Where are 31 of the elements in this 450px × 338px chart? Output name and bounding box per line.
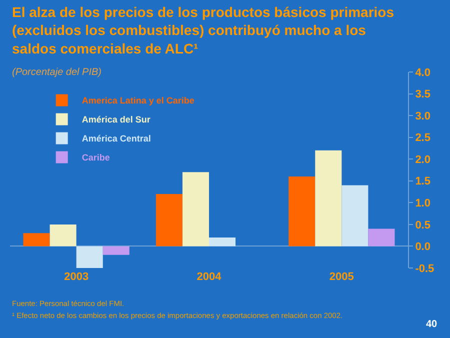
bar bbox=[23, 233, 50, 246]
legend-label: America Latina y el Caribe bbox=[82, 96, 194, 106]
chart-subtitle: (Porcentaje del PIB) bbox=[12, 67, 102, 78]
y-tick-label: 1.5 bbox=[415, 176, 430, 188]
bar bbox=[315, 150, 342, 246]
y-tick-label: 2.5 bbox=[415, 132, 430, 144]
text: 40 bbox=[426, 319, 438, 330]
bar bbox=[182, 172, 209, 246]
y-tick-label: 3.0 bbox=[415, 110, 430, 122]
y-tick-label: 3.5 bbox=[415, 88, 430, 101]
bar bbox=[288, 176, 316, 246]
bar bbox=[156, 194, 182, 246]
legend-label: América del Sur bbox=[82, 114, 151, 125]
bar bbox=[102, 246, 130, 255]
y-tick-label: 0.0 bbox=[415, 241, 430, 254]
bar bbox=[76, 246, 103, 268]
y-tick-label: 4.0 bbox=[415, 66, 430, 79]
x-tick-label: 2004 bbox=[196, 271, 222, 283]
legend-label: América Central bbox=[82, 134, 151, 144]
x-tick-label: 2005 bbox=[329, 271, 354, 283]
y-tick-label: 0.5 bbox=[415, 219, 430, 232]
x-tick-label: 2003 bbox=[64, 271, 89, 283]
y-tick-label: 1.0 bbox=[415, 198, 430, 210]
chart-title: El alza de los precios de los productos básicos primarios (excluidos los combustibles) contribuyó mucho a los saldos comerciales de ALC¹ bbox=[12, 4, 394, 56]
bar bbox=[50, 224, 76, 246]
bar bbox=[368, 228, 395, 246]
legend-label: Caribe bbox=[82, 152, 110, 163]
bar bbox=[342, 185, 368, 246]
bar bbox=[209, 238, 236, 246]
y-tick-label: -0.5 bbox=[415, 262, 434, 275]
y-tick-label: 2.0 bbox=[415, 154, 430, 166]
